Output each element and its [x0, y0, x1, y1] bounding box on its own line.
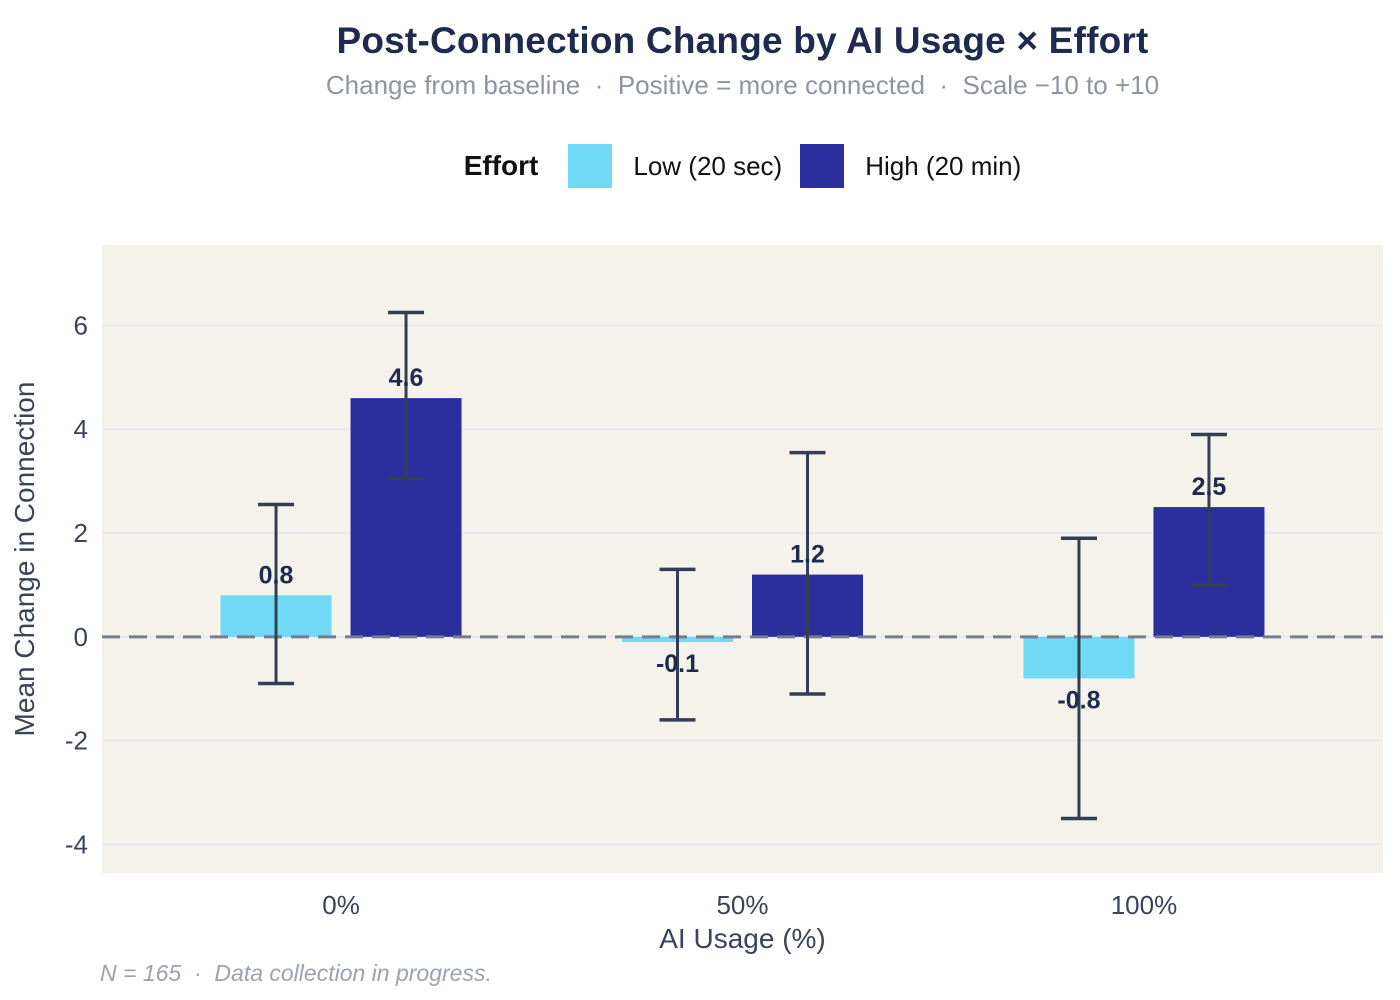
- legend-item-0: Low (20 sec): [568, 144, 782, 188]
- legend-item-1: High (20 min): [800, 144, 1021, 188]
- y-tick-label--2: -2: [65, 726, 88, 756]
- chart-title: Post-Connection Change by AI Usage × Eff…: [336, 20, 1149, 61]
- value-label-low-50%: -0.1: [656, 650, 699, 678]
- x-tick-label-50%: 50%: [716, 890, 768, 920]
- y-tick-label-4: 4: [74, 414, 88, 444]
- y-tick-label-0: 0: [74, 622, 88, 652]
- legend-swatch-0: [568, 144, 613, 188]
- chart-caption: N = 165 · Data collection in progress.: [100, 960, 492, 986]
- legend: Effort Low (20 sec) High (20 min): [102, 143, 1383, 189]
- x-tick-label-100%: 100%: [1111, 890, 1178, 920]
- x-axis-title: AI Usage (%): [659, 923, 826, 954]
- y-tick-label-6: 6: [74, 310, 88, 340]
- legend-swatch-1: [800, 144, 845, 188]
- legend-title: Effort: [463, 150, 539, 181]
- value-label-high-50%: 1.2: [790, 541, 825, 569]
- y-tick-label-2: 2: [74, 518, 88, 548]
- value-label-low-0%: 0.8: [259, 561, 294, 589]
- value-label-low-100%: -0.8: [1057, 686, 1100, 714]
- chart-subtitle: Change from baseline · Positive = more c…: [325, 70, 1160, 100]
- value-label-high-100%: 2.5: [1192, 473, 1227, 501]
- legend-label-1: High (20 min): [865, 150, 1022, 181]
- x-tick-label-0%: 0%: [322, 890, 360, 920]
- legend-label-0: Low (20 sec): [633, 150, 783, 181]
- y-tick-label--4: -4: [65, 829, 88, 859]
- value-label-high-0%: 4.6: [389, 364, 424, 392]
- y-axis-title: Mean Change in Connection: [9, 382, 40, 737]
